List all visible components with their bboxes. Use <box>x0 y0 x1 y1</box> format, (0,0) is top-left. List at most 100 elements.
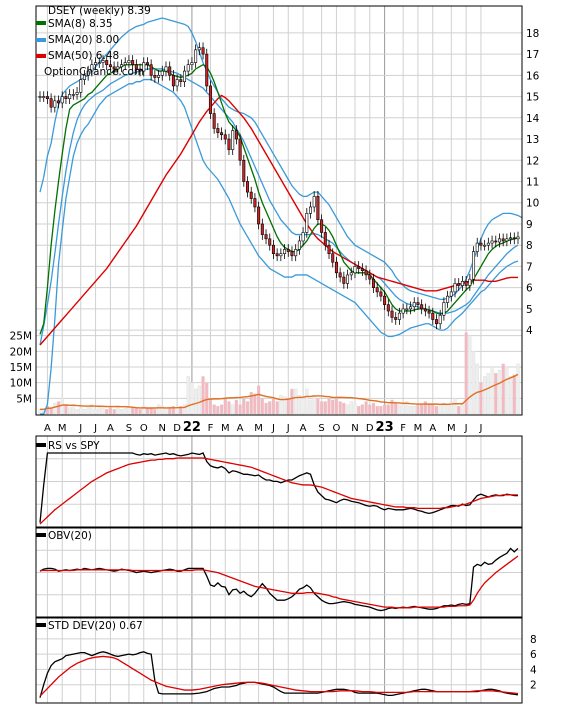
volume-bar <box>131 406 135 415</box>
x-tick-label: N <box>159 423 166 434</box>
volume-bar <box>108 407 113 415</box>
volume-bar <box>86 406 90 415</box>
x-tick-label: 23 <box>376 420 394 435</box>
candle-body <box>479 242 483 246</box>
candle-body <box>245 181 250 193</box>
volume-bar <box>423 401 427 415</box>
std-panel-frame <box>35 617 523 704</box>
volume-bar <box>79 407 83 415</box>
sma50-swatch <box>36 54 46 58</box>
candle-body <box>268 238 272 246</box>
candle-body <box>516 236 520 240</box>
volume-bar <box>294 388 298 415</box>
volume-bar <box>512 374 516 415</box>
candle-body <box>512 237 516 240</box>
volume-bar <box>386 404 390 415</box>
candle-body <box>353 266 357 274</box>
candle-body <box>79 79 83 93</box>
candle-body <box>153 75 157 78</box>
volume-bar <box>38 409 42 415</box>
volume-bar <box>64 404 68 415</box>
volume-bar <box>508 376 513 415</box>
candle-body <box>138 68 142 72</box>
candle-body <box>320 219 324 233</box>
candle-body <box>405 308 409 311</box>
volume-bar <box>301 398 305 415</box>
candle-body <box>486 242 490 246</box>
candle-body <box>82 75 86 80</box>
candle-body <box>497 238 501 243</box>
x-tick-label: N <box>351 423 358 434</box>
candle-body <box>308 206 313 214</box>
candle-body <box>468 278 472 286</box>
x-tick-label: J <box>478 423 482 434</box>
price-tick-label: 13 <box>526 134 539 146</box>
volume-bar <box>75 409 79 415</box>
candle-body <box>205 53 209 87</box>
volume-bar <box>190 382 194 415</box>
volume-bar <box>175 407 179 415</box>
volume-bar <box>249 391 253 415</box>
volume-bar <box>256 385 261 415</box>
candle-body <box>316 196 320 221</box>
x-tick-label: 22 <box>183 420 201 435</box>
x-tick-label: S <box>126 423 132 434</box>
candle-body <box>349 272 353 276</box>
candle-body <box>427 310 431 314</box>
candle-body <box>171 75 175 87</box>
candle-body <box>357 266 361 269</box>
volume-bar <box>238 404 242 415</box>
x-tick-label: M <box>414 423 423 434</box>
candle-body <box>45 96 49 99</box>
x-tick-label: J <box>464 423 468 434</box>
volume-bar <box>90 404 94 415</box>
bollinger-upper-line <box>39 17 523 300</box>
volume-bar <box>390 399 394 415</box>
candle-body <box>231 130 235 150</box>
volume-bar <box>219 404 224 415</box>
volume-bar <box>97 407 101 415</box>
volume-bar <box>193 388 198 415</box>
volume-bar <box>260 398 264 415</box>
x-tick-label: J <box>93 423 97 434</box>
volume-bar <box>442 402 446 415</box>
volume-bar <box>134 407 138 415</box>
rs-panel-frame <box>35 435 523 528</box>
candle-body <box>190 62 194 66</box>
candle-body <box>368 274 372 280</box>
volume-bar <box>371 402 376 415</box>
volume-bar <box>497 369 502 415</box>
volume-bar <box>490 366 494 415</box>
volume-bar <box>438 404 442 415</box>
std-panel-tick-label: 2 <box>530 680 537 692</box>
volume-bar <box>501 363 505 415</box>
volume-bar <box>349 401 353 415</box>
candle-body <box>394 317 398 320</box>
volume-bar <box>205 382 209 415</box>
candle-body <box>501 238 505 242</box>
volume-bar <box>334 398 339 415</box>
x-tick-label: O <box>332 423 340 434</box>
volume-bar <box>457 406 461 415</box>
volume-bar <box>182 404 187 415</box>
candle-body <box>301 232 305 242</box>
std-panel-average-line <box>39 655 519 697</box>
volume-bar <box>138 409 142 415</box>
volume-bar <box>412 406 416 415</box>
candle-body <box>108 64 112 68</box>
volume-bar <box>290 388 294 415</box>
volume-bar <box>460 404 465 415</box>
volume-bar <box>327 398 331 415</box>
volume-bar <box>420 404 424 415</box>
candle-body <box>179 79 183 83</box>
candle-body <box>342 276 346 284</box>
candle-body <box>312 196 316 208</box>
candle-body <box>286 249 290 252</box>
candle-body <box>490 240 494 244</box>
candle-body <box>227 138 231 150</box>
candle-body <box>494 240 498 243</box>
volume-bar <box>282 396 287 415</box>
candle-body <box>97 62 101 64</box>
volume-bar <box>119 409 124 415</box>
